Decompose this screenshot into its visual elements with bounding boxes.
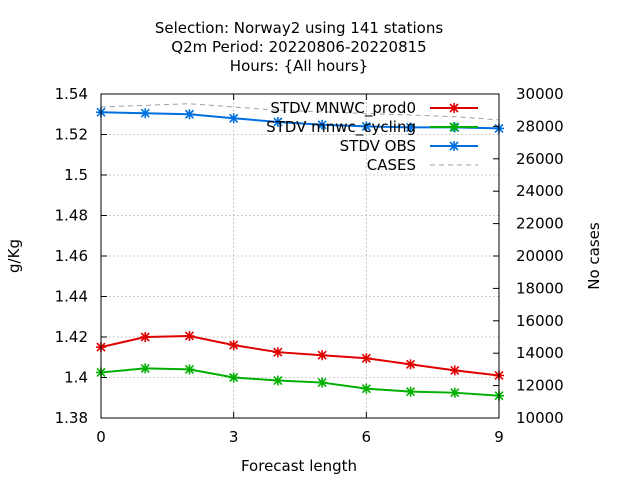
y2-tick-label: 20000	[516, 247, 564, 265]
data-point	[405, 386, 416, 397]
data-point	[449, 387, 460, 398]
data-point	[361, 121, 372, 132]
data-point	[317, 350, 328, 361]
data-point	[140, 332, 151, 342]
data-point	[317, 377, 328, 388]
legend-item: STDV OBS	[340, 137, 478, 155]
data-point	[272, 347, 283, 358]
data-point	[228, 372, 239, 383]
x-axis-label: Forecast length	[241, 457, 357, 475]
axis-ticks: 0 3 6 9 1.38 1.4 1.42 1.44 1.46 1.48 1.5 1.52 1.54 10…	[55, 85, 564, 446]
y-tick-label: 1.52	[55, 126, 88, 144]
x-tick-label: 6	[362, 428, 372, 446]
y-tick-label: 1.4	[64, 369, 88, 387]
data-point	[405, 359, 416, 370]
data-point	[361, 353, 372, 364]
data-point	[272, 116, 283, 127]
y-tick-label: 1.48	[55, 207, 88, 225]
y2-tick-label: 26000	[516, 150, 564, 168]
y-tick-label: 1.46	[55, 247, 88, 265]
data-point	[228, 340, 239, 351]
title-line-3: Hours: {All hours}	[230, 57, 368, 75]
legend-item: CASES	[367, 156, 478, 174]
data-point	[449, 365, 460, 376]
y-tick-label: 1.38	[55, 409, 88, 427]
series-stdv-mnwc-cycling	[96, 363, 504, 401]
data-point	[140, 363, 151, 374]
title-line-1: Selection: Norway2 using 141 stations	[155, 19, 443, 37]
series-line	[100, 334, 500, 377]
data-point	[361, 383, 372, 394]
y2-axis-label: No cases	[585, 222, 603, 290]
series-layer	[96, 103, 504, 401]
data-point	[184, 330, 195, 341]
legend-label: CASES	[367, 156, 416, 174]
data-point	[317, 119, 328, 130]
legend-label: STDV MNWC_prod0	[270, 99, 416, 118]
legend-marker	[449, 141, 459, 151]
data-point	[272, 375, 283, 386]
y2-tick-label: 30000	[516, 85, 564, 103]
legend-label: STDV OBS	[340, 137, 416, 155]
data-point	[140, 108, 151, 119]
legend-marker	[449, 122, 459, 132]
data-point	[228, 113, 239, 124]
y2-tick-label: 24000	[516, 182, 564, 200]
y-tick-label: 1.44	[55, 288, 88, 306]
y2-tick-label: 12000	[516, 377, 564, 395]
y2-tick-label: 22000	[516, 215, 564, 233]
title-line-2: Q2m Period: 20220806-20220815	[171, 38, 426, 56]
y-axis-label: g/Kg	[5, 239, 23, 273]
legend-marker	[449, 103, 459, 113]
legend-item: STDV mnwc_cycling	[266, 118, 478, 137]
series-cases	[100, 103, 500, 121]
data-point	[405, 122, 416, 133]
x-tick-label: 9	[494, 428, 504, 446]
y-tick-label: 1.54	[55, 85, 88, 103]
x-tick-label: 3	[229, 428, 239, 446]
data-point	[184, 109, 195, 120]
legend-label: STDV mnwc_cycling	[266, 118, 416, 137]
data-point	[184, 364, 195, 375]
y2-tick-label: 16000	[516, 312, 564, 330]
y-tick-label: 1.42	[55, 328, 88, 346]
y2-tick-label: 18000	[516, 279, 564, 297]
y2-tick-label: 28000	[516, 117, 564, 135]
y2-tick-label: 14000	[516, 344, 564, 362]
chart-title: Selection: Norway2 using 141 stationsQ2m…	[155, 19, 443, 75]
y-tick-label: 1.5	[64, 166, 88, 184]
series-stdv-mnwc-prod0	[96, 330, 504, 381]
x-tick-label: 0	[96, 428, 106, 446]
series-line	[100, 367, 500, 397]
series-line	[100, 103, 500, 121]
y2-tick-label: 10000	[516, 409, 564, 427]
legend-item: STDV MNWC_prod0	[270, 99, 478, 118]
